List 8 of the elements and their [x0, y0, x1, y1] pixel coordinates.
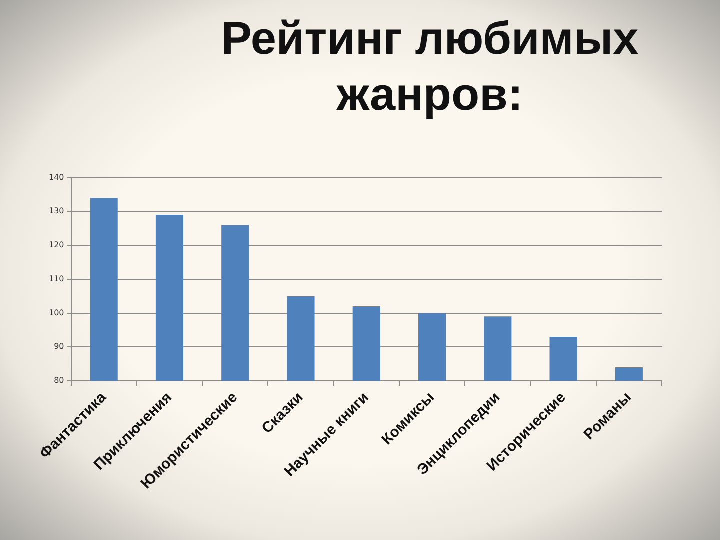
y-tick-label: 110	[48, 274, 64, 284]
y-tick-label: 80	[54, 376, 64, 386]
y-tick-label: 120	[48, 240, 64, 250]
y-tick-label: 130	[48, 206, 64, 216]
chart-title: Рейтинг любимых жанров:	[220, 11, 640, 122]
y-tick-label: 100	[48, 308, 64, 318]
y-tick-label: 90	[54, 342, 64, 352]
y-tick-label: 140	[48, 172, 64, 182]
